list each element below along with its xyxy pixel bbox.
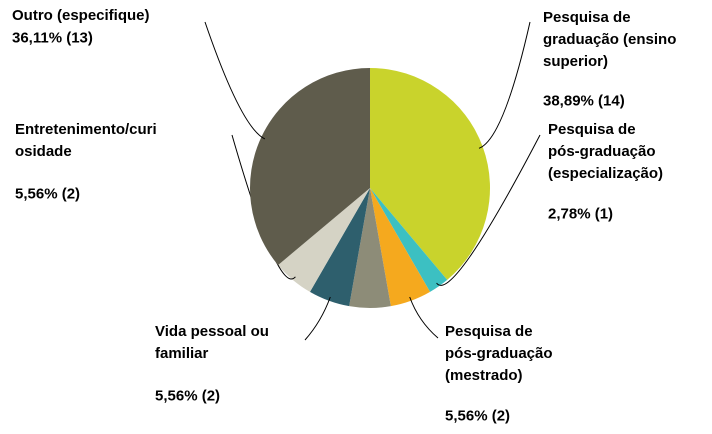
value-label: 5,56% (2) — [15, 185, 80, 202]
value-label: 2,78% (1) — [548, 205, 613, 222]
value-label: 38,89% (14) — [543, 92, 625, 109]
leader-line — [304, 296, 331, 341]
label-line: (especialização) — [548, 165, 663, 182]
label-line: Vida pessoal ou — [155, 323, 269, 340]
pie-slice — [309, 188, 370, 307]
slice-label: Pesquisa de pós-graduação (mestrado) — [445, 323, 553, 384]
leader-line — [436, 134, 541, 286]
pie-slice — [278, 188, 370, 292]
value-label: 36,11% (13) — [12, 29, 93, 46]
pie-slice — [370, 188, 431, 307]
leader-line — [409, 296, 439, 339]
label-line: Entretenimento/curi — [15, 121, 157, 138]
label-line: osidade — [15, 143, 72, 160]
pie-slice — [349, 188, 391, 308]
pie-slice — [370, 188, 448, 292]
label-line: graduação (ensino — [543, 31, 676, 48]
label-line: Pesquisa de — [445, 323, 533, 340]
label-line: familiar — [155, 345, 209, 362]
value-label: 5,56% (2) — [155, 387, 220, 404]
slice-label: Entretenimento/curi osidade — [15, 121, 157, 160]
slice-label: Pesquisa de pós-graduação (especialização) — [548, 121, 663, 182]
label-line: (mestrado) — [445, 367, 523, 384]
label-line: Pesquisa de — [548, 121, 636, 138]
label-line: Outro (especifique) — [12, 7, 150, 24]
label-line: pós-graduação — [548, 143, 656, 160]
label-line: superior) — [543, 53, 608, 70]
pie-slice — [370, 68, 491, 280]
label-line: Pesquisa de — [543, 9, 631, 26]
slice-label: Vida pessoal ou familiar — [155, 323, 269, 362]
slice-label: Pesquisa de graduação (ensino superior) — [543, 9, 676, 70]
leader-line — [204, 21, 266, 140]
label-line: pós-graduação — [445, 345, 553, 362]
leader-line — [478, 21, 531, 149]
pie-slice — [250, 68, 370, 266]
slice-label: Outro (especifique) — [12, 7, 150, 24]
value-label: 5,56% (2) — [445, 407, 510, 424]
